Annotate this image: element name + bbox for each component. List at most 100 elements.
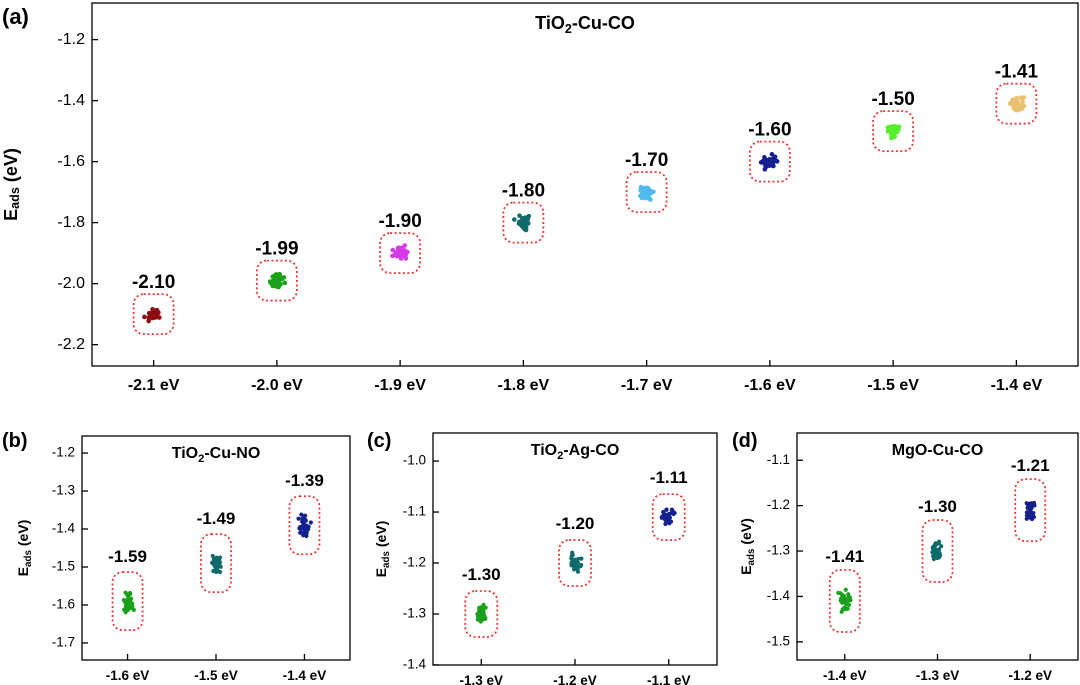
data-point	[146, 318, 151, 324]
data-label: -2.10	[132, 272, 175, 293]
data-label: -1.11	[650, 468, 688, 487]
x-tick-label: -1.4 eV	[991, 377, 1043, 394]
data-point	[933, 542, 938, 547]
data-point	[282, 280, 288, 286]
data-point	[665, 512, 671, 517]
data-label: -1.99	[255, 239, 298, 260]
y-label-rest: (eV)	[1, 148, 21, 187]
title-subscript: 2	[557, 450, 563, 462]
data-label: -1.39	[285, 471, 324, 490]
data-point	[1010, 97, 1015, 103]
data-point	[1032, 503, 1037, 508]
data-label: -1.49	[197, 509, 236, 528]
data-point	[935, 555, 940, 561]
data-point	[892, 131, 897, 136]
data-cluster: -1.11	[650, 468, 688, 542]
data-label: -1.30	[918, 497, 957, 516]
data-cluster: -1.20	[556, 514, 595, 587]
data-point	[769, 151, 775, 157]
panel-label: (b)	[2, 430, 28, 452]
data-cluster: -1.49	[197, 509, 236, 594]
data-point	[152, 315, 158, 320]
y-axis-label: Eads (eV)	[1, 148, 23, 221]
y-label-rest: (eV)	[738, 518, 754, 548]
y-label-subscript: ads	[23, 550, 34, 567]
data-label: -1.20	[556, 514, 595, 533]
chart-title: TiO2-Cu-CO	[535, 13, 635, 36]
data-point	[403, 256, 409, 261]
title-subscript: 2	[565, 22, 572, 36]
data-point	[1014, 95, 1019, 101]
data-point	[575, 569, 581, 574]
cluster-highlight-box	[132, 293, 175, 336]
cluster-highlight-box	[379, 232, 422, 275]
data-point	[841, 599, 846, 605]
title-main: TiO	[535, 13, 565, 33]
data-point	[762, 155, 767, 160]
cluster-highlight-box	[558, 539, 592, 587]
data-point	[127, 596, 132, 601]
data-cluster: -1.80	[502, 181, 545, 244]
data-point	[839, 609, 844, 614]
panel-a: (a) TiO2-Cu-CO Eads (eV) -1.2 -1.4 -1.6 -1.8 -2…	[1, 2, 1079, 394]
cluster-highlight-box	[255, 259, 298, 302]
y-axis-label: Eads (eV)	[15, 520, 34, 577]
data-point	[1024, 510, 1030, 515]
y-tick-label: -1.4	[52, 521, 76, 536]
data-label: -1.41	[825, 547, 864, 566]
y-label-rest: (eV)	[373, 521, 389, 551]
data-cluster: -1.39	[285, 471, 324, 556]
data-point	[298, 530, 303, 535]
y-tick-label: -1.2	[403, 555, 426, 570]
cluster-highlight-box	[828, 569, 861, 633]
y-label-main: E	[738, 565, 754, 574]
data-label: -1.60	[748, 120, 791, 141]
data-point	[848, 598, 853, 603]
x-tick-label: -2.1 eV	[128, 377, 180, 394]
data-point	[572, 557, 578, 562]
x-tick-label: -1.3 eV	[916, 668, 960, 683]
data-point	[892, 124, 898, 129]
data-point	[896, 124, 902, 130]
x-tick-label: -1.9 eV	[374, 377, 426, 394]
data-point	[573, 563, 578, 568]
data-cluster: -1.41	[825, 547, 864, 633]
data-point	[211, 568, 216, 574]
data-point	[664, 507, 669, 512]
cluster-highlight-box	[288, 495, 321, 556]
data-point	[123, 590, 128, 595]
data-point	[1024, 516, 1029, 521]
data-point	[157, 315, 162, 320]
data-point	[304, 530, 309, 536]
data-point	[1031, 511, 1036, 516]
y-tick-label: -1.3	[52, 483, 75, 498]
data-point	[301, 518, 306, 523]
cluster-highlight-box	[464, 590, 499, 638]
data-point	[296, 516, 301, 521]
data-point	[278, 281, 283, 287]
data-point	[762, 161, 768, 166]
data-point	[302, 513, 308, 518]
y-label-rest: (eV)	[15, 520, 31, 550]
panel-d: (d) MgO-Cu-CO Eads (eV) -1.1 -1.2 -1.3 -1.4 -1.…	[732, 430, 1079, 683]
data-point	[481, 602, 486, 607]
cluster-highlight-box	[502, 201, 545, 244]
data-point	[398, 255, 404, 261]
data-point	[641, 193, 647, 199]
title-rest: -Cu-CO	[572, 13, 635, 33]
data-point	[579, 556, 584, 561]
data-point	[299, 512, 304, 517]
data-cluster: -1.60	[748, 120, 792, 183]
data-point	[154, 309, 159, 315]
data-label: -1.70	[625, 150, 668, 171]
data-point	[301, 533, 306, 538]
data-point	[127, 590, 133, 596]
x-tick-label: -1.2 eV	[1008, 668, 1052, 683]
y-tick-label: -1.2	[767, 497, 790, 512]
y-tick-label: -1.4	[767, 588, 791, 603]
y-label-main: E	[15, 567, 31, 576]
data-point	[400, 249, 405, 254]
data-point	[887, 126, 893, 132]
data-point	[520, 218, 525, 224]
data-point	[278, 275, 284, 280]
